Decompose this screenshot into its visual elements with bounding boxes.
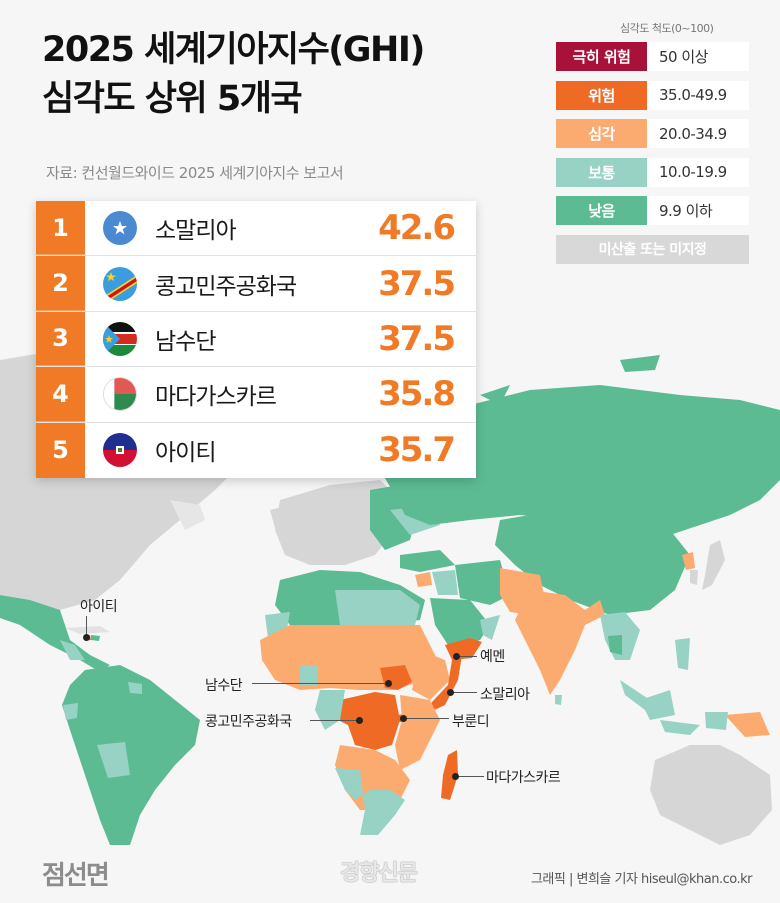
map-somalia (430, 655, 462, 712)
ghi-score: 35.8 (378, 374, 456, 415)
rank-number: 4 (36, 367, 85, 422)
world-hunger-map (0, 345, 780, 845)
haiti-flag-icon (103, 433, 137, 468)
ranking-table: 1 소말리아 42.6 2 콩고민주공화국 37.5 3 남수단 37.5 4 … (36, 201, 476, 478)
map-japan (702, 540, 725, 590)
footer-logo: 점선면 (42, 861, 110, 891)
map-drc (338, 692, 400, 750)
legend-range: 10.0-19.9 (647, 157, 749, 187)
map-australia (650, 745, 772, 845)
map-papua-new-guinea (725, 712, 770, 737)
map-label-burundi: 부룬디 (452, 714, 490, 730)
legend-swatch: 위험 (556, 80, 647, 110)
rank-number: 3 (36, 311, 85, 367)
legend-item-moderate: 보통 10.0-19.9 (556, 157, 749, 187)
map-india (515, 590, 605, 695)
map-china (495, 510, 690, 615)
ghi-score: 37.5 (378, 318, 456, 359)
leader-line (451, 692, 477, 693)
country-name: 아이티 (155, 440, 216, 467)
legend-swatch: 심각 (556, 119, 647, 148)
map-label-haiti: 아이티 (80, 599, 118, 615)
source-text: 자료: 컨선월드와이드 2025 세계기아지수 보고서 (46, 164, 344, 182)
legend-title: 심각도 척도(0~100) (620, 22, 714, 35)
map-iran (455, 560, 510, 605)
table-row: 3 남수단 37.5 (36, 311, 476, 368)
rank-number: 1 (36, 201, 85, 256)
title-line-1: 2025 세계기아지수(GHI) (42, 30, 425, 70)
legend-swatch: 낮음 (556, 196, 647, 225)
map-label-drc: 콩고민주공화국 (205, 714, 292, 730)
country-name: 남수단 (155, 328, 216, 355)
legend-item-low: 낮음 9.9 이하 (556, 196, 749, 225)
legend-range: 35.0-49.9 (647, 80, 749, 110)
map-north-korea (682, 552, 695, 570)
page-title: 2025 세계기아지수(GHI) 심각도 상위 5개국 (42, 26, 425, 124)
country-name: 소말리아 (155, 218, 237, 245)
map-label-madagascar: 마다가스카르 (486, 770, 561, 786)
ghi-score: 35.7 (378, 430, 456, 471)
marker-dot (453, 653, 460, 660)
map-russia (380, 385, 780, 535)
ghi-score: 37.5 (378, 263, 456, 304)
leader-line (252, 683, 387, 684)
legend-range: 9.9 이하 (647, 196, 749, 225)
legend-item-extremely-alarming: 극히 위험 50 이상 (556, 42, 749, 71)
footer-credit: 그래픽 | 변희슬 기자 hiseul@khan.co.kr (530, 872, 753, 887)
map-label-south-sudan: 남수단 (205, 678, 243, 694)
country-name: 콩고민주공화국 (155, 273, 297, 300)
map-madagascar (441, 750, 458, 800)
leader-line (310, 720, 360, 721)
legend-swatch: 보통 (556, 157, 647, 187)
rank-number: 5 (36, 422, 85, 478)
drc-flag-icon (103, 266, 137, 301)
map-saudi (430, 598, 490, 648)
legend-item-alarming: 위험 35.0-49.9 (556, 80, 749, 110)
table-row: 2 콩고민주공화국 37.5 (36, 256, 476, 312)
footer-brand: 경향신문 (340, 861, 418, 886)
map-label-yemen: 예멘 (480, 649, 505, 665)
legend-range: 20.0-34.9 (647, 119, 749, 148)
legend-range: 50 이상 (647, 42, 749, 71)
somalia-flag-icon (103, 211, 137, 246)
title-line-2: 심각도 상위 5개국 (42, 79, 303, 119)
map-mexico (0, 595, 110, 672)
marker-dot (447, 689, 454, 696)
madagascar-flag-icon (103, 377, 137, 412)
south-sudan-flag-icon (103, 321, 137, 356)
severity-legend: 극히 위험 50 이상 위험 35.0-49.9 심각 20.0-34.9 보통… (556, 42, 749, 264)
map-ethiopia (412, 650, 450, 700)
rank-number: 2 (36, 256, 85, 311)
leader-line (456, 776, 484, 777)
marker-dot (400, 715, 407, 722)
legend-item-serious: 심각 20.0-34.9 (556, 119, 749, 148)
map-south-america (62, 665, 200, 845)
marker-dot (83, 634, 90, 641)
marker-dot (356, 717, 363, 724)
map-central-africa (315, 690, 345, 730)
country-name: 마다가스카르 (155, 384, 277, 411)
map-label-somalia: 소말리아 (480, 687, 530, 703)
map-europe (275, 480, 400, 565)
leader-line (404, 718, 449, 719)
map-syria (415, 572, 432, 587)
marker-dot (452, 773, 459, 780)
legend-item-not-assessed: 미산출 또는 미지정 (556, 234, 749, 264)
leader-line (86, 616, 87, 636)
table-row: 5 아이티 35.7 (36, 422, 476, 478)
legend-swatch: 극히 위험 (556, 42, 647, 71)
table-row: 4 마다가스카르 35.8 (36, 367, 476, 423)
map-sahel (260, 625, 440, 690)
leader-line (457, 656, 477, 657)
marker-dot (385, 680, 392, 687)
map-east-africa (395, 695, 440, 770)
table-row: 1 소말리아 42.6 (36, 201, 476, 257)
ghi-score: 42.6 (378, 208, 456, 249)
